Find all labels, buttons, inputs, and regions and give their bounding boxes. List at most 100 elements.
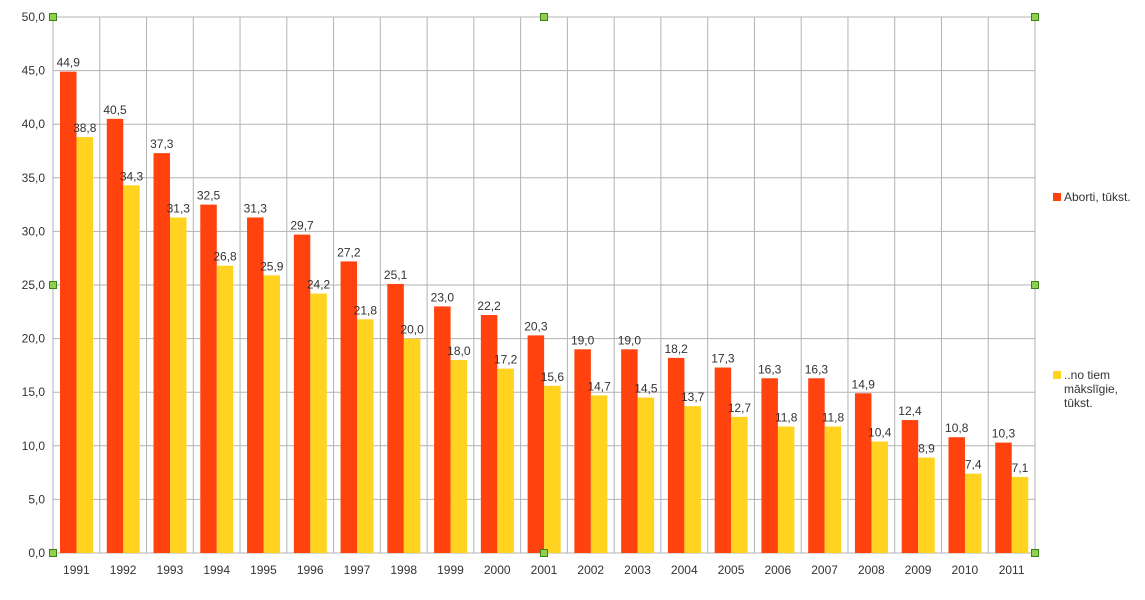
data-label: 8,9 [918, 442, 935, 456]
data-label: 17,2 [494, 353, 518, 367]
x-tick-label: 1999 [437, 563, 464, 577]
legend-swatch-aborti [1053, 193, 1061, 201]
y-tick-label: 30,0 [22, 224, 46, 238]
bar-maksligie [450, 360, 468, 553]
data-label: 25,1 [384, 268, 408, 282]
y-tick-label: 20,0 [22, 332, 46, 346]
bar-maksligie [590, 395, 608, 553]
x-tick-label: 1991 [63, 563, 90, 577]
data-label: 10,8 [945, 421, 969, 435]
data-label: 13,7 [681, 390, 705, 404]
bar-aborti [340, 261, 358, 553]
legend-item-aborti: Aborti, tūkst. [1053, 190, 1131, 204]
data-label: 11,8 [775, 411, 798, 425]
bar-maksligie [263, 275, 281, 553]
data-label: 23,0 [431, 290, 455, 304]
x-tick-label: 1995 [250, 563, 277, 577]
x-tick-label: 2007 [811, 563, 838, 577]
data-label: 21,8 [354, 303, 378, 317]
data-label: 25,9 [260, 259, 284, 273]
selection-handle [1031, 549, 1039, 557]
bar-maksligie [1011, 476, 1029, 553]
x-tick-label: 2010 [952, 563, 979, 577]
selection-handle [1031, 13, 1039, 21]
legend-item-maksligie: ..no tiem mākslīgie, tūkst. [1053, 368, 1145, 410]
x-tick-label: 2006 [764, 563, 791, 577]
data-label: 16,3 [758, 362, 782, 376]
bar-aborti [714, 367, 732, 553]
data-label: 10,3 [992, 427, 1016, 441]
legend-swatch-maksligie [1053, 371, 1061, 379]
y-tick-label: 5,0 [28, 492, 45, 506]
bar-aborti [621, 349, 638, 553]
data-label: 7,4 [965, 458, 982, 472]
bar-maksligie [824, 426, 842, 553]
data-label: 18,0 [447, 344, 471, 358]
data-label: 31,3 [167, 201, 191, 215]
data-label: 16,3 [805, 362, 829, 376]
data-label: 12,7 [728, 401, 752, 415]
x-tick-label: 2008 [858, 563, 885, 577]
bar-aborti [527, 335, 545, 553]
x-tick-label: 2000 [484, 563, 511, 577]
data-label: 7,1 [1012, 461, 1029, 475]
bar-aborti [434, 306, 451, 553]
bar-aborti [854, 393, 872, 553]
bar-aborti [761, 378, 778, 553]
data-label: 40,5 [103, 103, 127, 117]
data-label: 20,0 [400, 323, 424, 337]
data-label: 11,8 [822, 411, 845, 425]
bar-aborti [480, 315, 498, 553]
data-label: 24,2 [307, 278, 331, 292]
data-label: 19,0 [618, 333, 642, 347]
x-tick-label: 2005 [718, 563, 745, 577]
data-label: 29,7 [290, 219, 314, 233]
selection-handle [49, 13, 57, 21]
x-tick-label: 1994 [203, 563, 230, 577]
bar-maksligie [777, 426, 795, 553]
data-label: 27,2 [337, 245, 361, 259]
bar-maksligie [637, 397, 655, 553]
bar-maksligie [403, 338, 421, 553]
selection-handle [49, 549, 57, 557]
x-tick-label: 2009 [905, 563, 932, 577]
legend-label-maksligie: ..no tiem mākslīgie, tūkst. [1064, 368, 1119, 410]
bar-aborti [293, 234, 311, 553]
legend-label-aborti: Aborti, tūkst. [1064, 190, 1131, 204]
bar-maksligie [497, 368, 514, 553]
y-tick-label: 10,0 [22, 439, 46, 453]
x-tick-label: 1993 [157, 563, 184, 577]
x-tick-label: 2004 [671, 563, 698, 577]
bar-maksligie [170, 217, 187, 554]
bar-maksligie [871, 441, 888, 553]
bar-maksligie [731, 416, 748, 553]
x-tick-label: 1992 [110, 563, 137, 577]
y-tick-label: 25,0 [22, 278, 46, 292]
bar-aborti [247, 217, 264, 554]
bar-aborti [153, 153, 171, 554]
data-label: 44,9 [57, 56, 81, 70]
y-tick-label: 35,0 [22, 171, 46, 185]
selection-handle [49, 281, 57, 289]
data-label: 34,3 [120, 169, 144, 183]
data-label: 14,5 [634, 382, 658, 396]
data-label: 10,4 [868, 426, 892, 440]
selection-handle [1031, 281, 1039, 289]
data-label: 17,3 [711, 352, 735, 366]
bar-maksligie [76, 137, 93, 553]
x-tick-label: 1998 [390, 563, 417, 577]
selection-handle [540, 549, 548, 557]
bar-aborti [387, 283, 404, 553]
bar-aborti [106, 118, 124, 553]
y-tick-label: 0,0 [28, 546, 45, 560]
bar-maksligie [310, 293, 327, 553]
bar-maksligie [123, 185, 140, 553]
bar-maksligie [918, 457, 935, 553]
data-label: 22,2 [477, 299, 501, 313]
bar-aborti [200, 204, 217, 553]
x-tick-label: 1996 [297, 563, 324, 577]
data-label: 38,8 [73, 121, 97, 135]
bar-aborti [60, 71, 77, 553]
data-label: 19,0 [571, 333, 595, 347]
